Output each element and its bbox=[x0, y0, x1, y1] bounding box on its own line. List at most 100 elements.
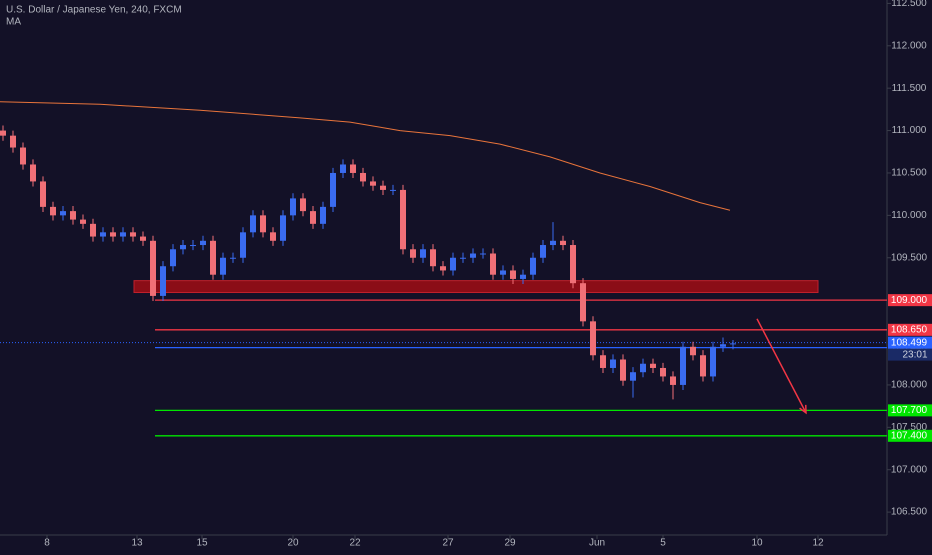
candle-body bbox=[670, 376, 676, 385]
candle-body bbox=[400, 189, 406, 250]
candle-body bbox=[680, 346, 686, 385]
last-price-box bbox=[888, 336, 932, 349]
candle-body bbox=[710, 346, 716, 377]
candle-body bbox=[470, 253, 476, 258]
y-tick-label: 107.500 bbox=[891, 422, 928, 433]
candle-body bbox=[180, 245, 186, 250]
candle-body bbox=[500, 270, 506, 275]
candle-body bbox=[10, 135, 16, 148]
candle-body bbox=[110, 232, 116, 237]
candle-body bbox=[310, 211, 316, 224]
candle-body bbox=[70, 211, 76, 220]
level-box bbox=[888, 429, 932, 442]
y-tick-label: 109.500 bbox=[891, 252, 928, 263]
candle-body bbox=[210, 240, 216, 275]
candle-body bbox=[420, 249, 426, 258]
candle-body bbox=[600, 355, 606, 368]
level-label: 109.000 bbox=[891, 295, 928, 306]
candle-body bbox=[320, 206, 326, 224]
candle-body bbox=[330, 172, 336, 207]
candle-body bbox=[560, 240, 566, 246]
candle-body bbox=[720, 344, 726, 347]
candle-body bbox=[450, 257, 456, 271]
candle-body bbox=[100, 232, 106, 237]
candle-body bbox=[360, 172, 366, 182]
x-tick-label: 15 bbox=[196, 538, 208, 549]
candle-body bbox=[200, 240, 206, 246]
x-tick-label: 22 bbox=[349, 538, 361, 549]
candle-body bbox=[650, 363, 656, 368]
resistance-zone bbox=[133, 280, 819, 294]
candle-body bbox=[690, 346, 696, 356]
candle-body bbox=[490, 253, 496, 275]
candle-body bbox=[350, 164, 356, 173]
candle-body bbox=[530, 257, 536, 275]
candle-body bbox=[130, 232, 136, 237]
candle-body bbox=[80, 219, 86, 224]
y-tick-label: 110.500 bbox=[891, 168, 927, 179]
candle-body bbox=[190, 245, 196, 247]
candle-body bbox=[50, 206, 56, 216]
candle-body bbox=[170, 249, 176, 267]
candle-body bbox=[590, 321, 596, 356]
last-price-label: 108.499 bbox=[891, 337, 928, 348]
y-tick-label: 106.500 bbox=[891, 507, 928, 518]
candle-body bbox=[630, 372, 636, 381]
candle-body bbox=[730, 343, 736, 345]
x-tick-label: 12 bbox=[812, 538, 824, 549]
candle-body bbox=[230, 257, 236, 259]
level-label: 108.650 bbox=[891, 324, 928, 335]
y-tick-label: 111.000 bbox=[892, 125, 927, 136]
candle-body bbox=[220, 257, 226, 275]
candle-body bbox=[140, 236, 146, 241]
x-tick-label: 13 bbox=[131, 538, 143, 549]
candle-body bbox=[640, 363, 646, 373]
candle-body bbox=[270, 232, 276, 241]
candle-body bbox=[160, 266, 166, 296]
candle-body bbox=[290, 198, 296, 216]
candle-body bbox=[660, 367, 666, 377]
countdown-label: 23:01 bbox=[902, 349, 927, 360]
x-tick-label: 8 bbox=[44, 538, 50, 549]
x-tick-label: 27 bbox=[442, 538, 454, 549]
candle-body bbox=[460, 257, 466, 259]
candle-body bbox=[300, 198, 306, 212]
indicator-label: MA bbox=[6, 17, 21, 28]
y-tick-label: 110.000 bbox=[891, 210, 927, 221]
level-label: 107.400 bbox=[891, 430, 928, 441]
y-tick-label: 112.500 bbox=[891, 0, 927, 9]
y-tick-label: 108.000 bbox=[891, 380, 928, 391]
forecast-arrow bbox=[756, 318, 807, 414]
candle-body bbox=[380, 185, 386, 190]
countdown-box bbox=[888, 348, 932, 361]
candle-body bbox=[280, 215, 286, 241]
candle-body bbox=[620, 359, 626, 381]
candle-body bbox=[480, 253, 486, 255]
candle-body bbox=[240, 232, 246, 258]
candle-body bbox=[90, 223, 96, 237]
candle-body bbox=[340, 164, 346, 173]
y-tick-label: 107.000 bbox=[891, 464, 928, 475]
candle-body bbox=[550, 240, 556, 246]
candle-body bbox=[570, 245, 576, 284]
candle-body bbox=[150, 240, 156, 296]
candle-body bbox=[580, 283, 586, 322]
level-box bbox=[888, 294, 932, 307]
level-box bbox=[888, 323, 932, 336]
candle-body bbox=[30, 164, 36, 182]
candle-body bbox=[0, 130, 6, 136]
candle-body bbox=[540, 245, 546, 258]
candle-body bbox=[520, 274, 526, 279]
candle-body bbox=[260, 215, 266, 233]
chart-title: U.S. Dollar / Japanese Yen, 240, FXCM bbox=[6, 5, 182, 16]
candle-body bbox=[40, 181, 46, 207]
candle-body bbox=[610, 359, 616, 368]
candle-body bbox=[510, 270, 516, 279]
candle-body bbox=[440, 266, 446, 271]
candle-body bbox=[700, 355, 706, 377]
y-tick-label: 111.500 bbox=[892, 83, 927, 94]
candle-body bbox=[20, 147, 26, 165]
